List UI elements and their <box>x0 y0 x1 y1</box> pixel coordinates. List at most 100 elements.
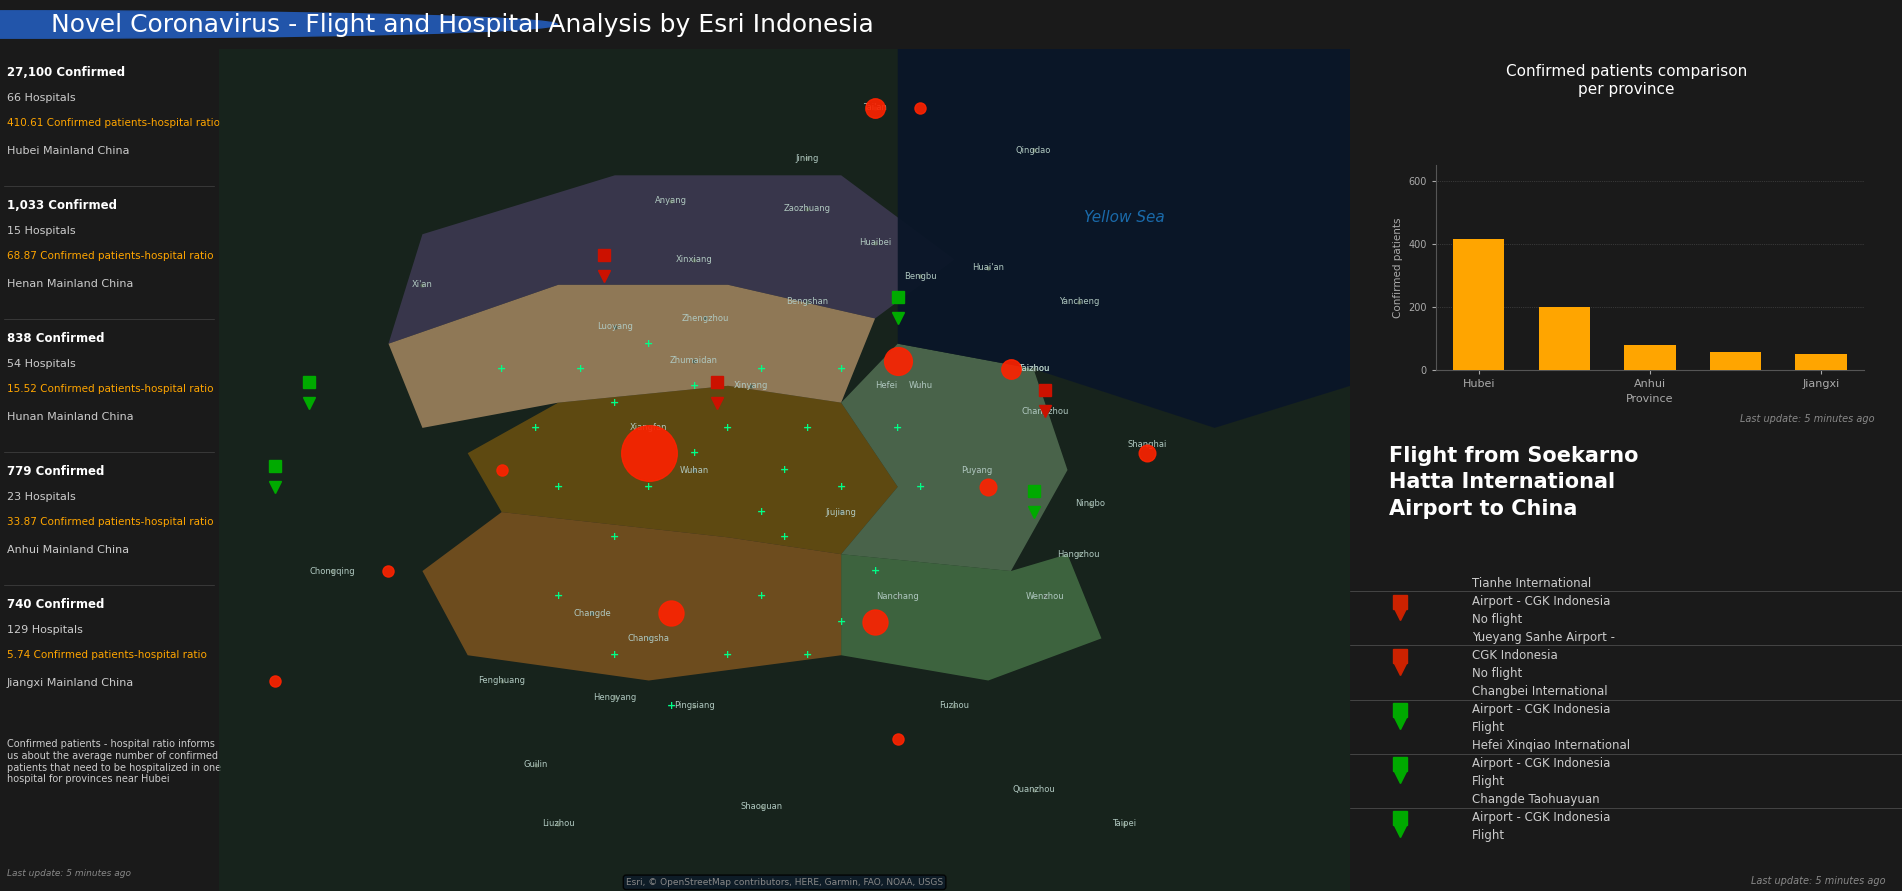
Text: +: + <box>611 397 620 408</box>
Text: Henan Mainland China: Henan Mainland China <box>6 279 133 289</box>
Text: Chongqing: Chongqing <box>310 567 354 576</box>
Text: Yueyang Sanhe Airport -
CGK Indonesia
No flight: Yueyang Sanhe Airport - CGK Indonesia No… <box>1472 631 1615 680</box>
Text: Taizhou: Taizhou <box>1018 364 1050 373</box>
Text: +: + <box>553 592 563 601</box>
Text: Bengshan: Bengshan <box>786 297 827 307</box>
Text: +: + <box>723 423 732 433</box>
Text: Changde Taohuayuan
Airport - CGK Indonesia
Flight: Changde Taohuayuan Airport - CGK Indones… <box>1472 793 1611 842</box>
Text: Liuzhou: Liuzhou <box>542 819 574 828</box>
Text: +: + <box>757 507 767 517</box>
Text: 1,033 Confirmed: 1,033 Confirmed <box>6 199 116 212</box>
Text: 23 Hospitals: 23 Hospitals <box>6 492 76 502</box>
Text: Flight from Soekarno
Hatta International
Airport to China: Flight from Soekarno Hatta International… <box>1388 446 1638 519</box>
Circle shape <box>0 11 557 38</box>
Text: 779 Confirmed: 779 Confirmed <box>6 465 105 478</box>
Text: Hubei Mainland China: Hubei Mainland China <box>6 146 129 156</box>
Polygon shape <box>388 176 955 344</box>
Y-axis label: Confirmed patients: Confirmed patients <box>1392 217 1404 317</box>
Text: Changsha: Changsha <box>628 634 670 643</box>
X-axis label: Province: Province <box>1626 395 1674 405</box>
Text: Nanchang: Nanchang <box>877 592 919 601</box>
Text: Last update: 5 minutes ago: Last update: 5 minutes ago <box>6 870 131 879</box>
Text: Wuhu: Wuhu <box>909 381 932 390</box>
Text: +: + <box>645 339 654 348</box>
Text: Changde: Changde <box>573 609 611 617</box>
Text: Hefei: Hefei <box>875 381 898 390</box>
Text: Confirmed patients comparison
per province: Confirmed patients comparison per provin… <box>1506 64 1746 97</box>
Text: +: + <box>723 650 732 660</box>
Text: Jiujiang: Jiujiang <box>825 508 856 517</box>
Text: Ningbo: Ningbo <box>1075 499 1105 508</box>
Text: Huai'an: Huai'an <box>972 264 1004 273</box>
Text: 15 Hospitals: 15 Hospitals <box>6 225 76 236</box>
Text: Xinxiang: Xinxiang <box>675 255 713 264</box>
Polygon shape <box>841 344 1067 571</box>
Text: 740 Confirmed: 740 Confirmed <box>6 598 105 611</box>
Text: Last update: 5 minutes ago: Last update: 5 minutes ago <box>1752 877 1885 887</box>
Text: 838 Confirmed: 838 Confirmed <box>6 332 105 345</box>
Text: Wenzhou: Wenzhou <box>1025 592 1065 601</box>
Text: +: + <box>803 650 812 660</box>
Text: +: + <box>531 423 540 433</box>
Text: Bengbu: Bengbu <box>903 272 936 281</box>
Text: Yancheng: Yancheng <box>1059 297 1099 307</box>
Text: Last update: 5 minutes ago: Last update: 5 minutes ago <box>1740 414 1873 424</box>
Text: +: + <box>553 482 563 492</box>
Bar <box>1624 345 1676 370</box>
Text: Changzhou: Changzhou <box>1021 406 1069 415</box>
Text: Hunan Mainland China: Hunan Mainland China <box>6 412 133 422</box>
Bar <box>1453 239 1504 370</box>
Text: 54 Hospitals: 54 Hospitals <box>6 359 76 369</box>
Text: 410.61 Confirmed patients-hospital ratio: 410.61 Confirmed patients-hospital ratio <box>6 118 219 128</box>
Text: Fuzhou: Fuzhou <box>940 701 970 710</box>
Text: Zaozhuang: Zaozhuang <box>784 204 831 214</box>
Polygon shape <box>388 285 875 428</box>
Text: Anhui Mainland China: Anhui Mainland China <box>6 545 129 555</box>
Text: +: + <box>689 448 698 458</box>
Bar <box>1795 354 1847 370</box>
Text: 68.87 Confirmed patients-hospital ratio: 68.87 Confirmed patients-hospital ratio <box>6 251 213 261</box>
Text: Novel Coronavirus - Flight and Hospital Analysis by Esri Indonesia: Novel Coronavirus - Flight and Hospital … <box>51 12 875 37</box>
Polygon shape <box>841 554 1101 681</box>
Polygon shape <box>422 512 841 681</box>
Text: Esri, © OpenStreetMap contributors, HERE, Garmin, FAO, NOAA, USGS: Esri, © OpenStreetMap contributors, HERE… <box>626 878 943 887</box>
Text: Xiangfan: Xiangfan <box>630 423 668 432</box>
Text: +: + <box>689 380 698 391</box>
Text: Tianhe International
Airport - CGK Indonesia
No flight: Tianhe International Airport - CGK Indon… <box>1472 576 1611 625</box>
Text: +: + <box>611 532 620 543</box>
Text: Taizhou: Taizhou <box>1018 364 1050 373</box>
Text: Hefei Xinqiao International
Airport - CGK Indonesia
Flight: Hefei Xinqiao International Airport - CG… <box>1472 740 1630 789</box>
Text: +: + <box>871 566 881 576</box>
Text: Jining: Jining <box>795 154 820 163</box>
Text: Quanzhou: Quanzhou <box>1012 786 1056 795</box>
Text: Hangzhou: Hangzhou <box>1058 550 1099 559</box>
Text: +: + <box>894 423 902 433</box>
Text: Xinyang: Xinyang <box>734 381 768 390</box>
Text: Taipei: Taipei <box>1113 819 1135 828</box>
Text: +: + <box>757 592 767 601</box>
Text: Huaibei: Huaibei <box>860 238 892 247</box>
Bar <box>1710 353 1761 370</box>
Text: +: + <box>837 364 846 374</box>
Text: Pingsiang: Pingsiang <box>673 701 715 710</box>
Text: Tai'an: Tai'an <box>864 103 886 112</box>
Text: +: + <box>837 482 846 492</box>
Text: Yellow Sea: Yellow Sea <box>1084 210 1164 225</box>
Text: Shaoguan: Shaoguan <box>742 802 784 812</box>
Text: 129 Hospitals: 129 Hospitals <box>6 625 82 635</box>
Text: Luoyang: Luoyang <box>597 323 633 331</box>
Text: 5.74 Confirmed patients-hospital ratio: 5.74 Confirmed patients-hospital ratio <box>6 650 207 660</box>
Text: Qingdao: Qingdao <box>1016 145 1052 154</box>
Text: +: + <box>576 364 586 374</box>
Text: 15.52 Confirmed patients-hospital ratio: 15.52 Confirmed patients-hospital ratio <box>6 384 213 394</box>
Text: Fenghuang: Fenghuang <box>477 676 525 685</box>
Text: +: + <box>757 364 767 374</box>
Text: Shanghai: Shanghai <box>1128 440 1166 449</box>
Polygon shape <box>468 386 898 554</box>
Text: +: + <box>668 700 675 711</box>
Text: Wuhan: Wuhan <box>679 465 709 475</box>
Text: Guilin: Guilin <box>523 760 548 769</box>
Polygon shape <box>219 49 1350 891</box>
Text: +: + <box>837 617 846 626</box>
Text: Zhengzhou: Zhengzhou <box>681 314 728 323</box>
